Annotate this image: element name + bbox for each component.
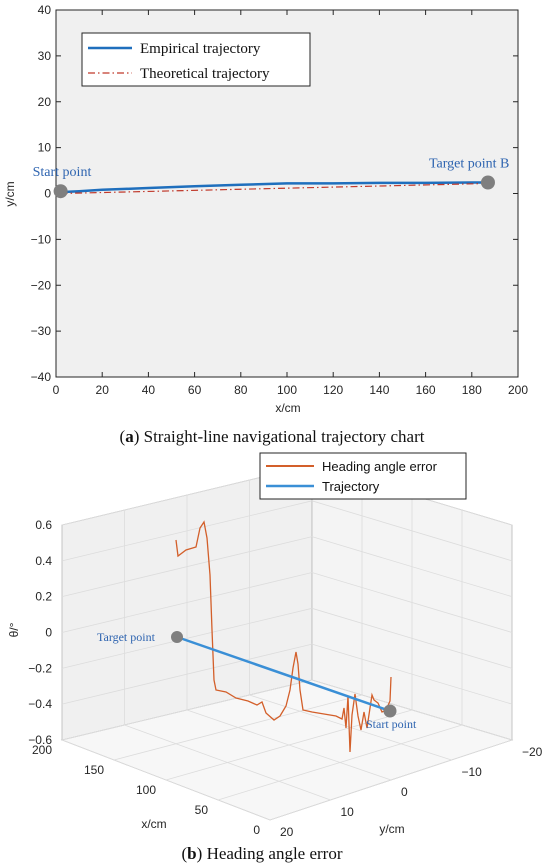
x-tick-label: 200	[508, 383, 528, 397]
marker-target-point	[171, 631, 183, 643]
z-grid-line	[61, 643, 513, 705]
marker-start-point-b	[383, 704, 397, 718]
x-tick-label-b: 0	[253, 823, 260, 837]
x-tick-label: 80	[234, 383, 248, 397]
annotations-a: Start point Target point B	[33, 156, 509, 199]
caption-b: (b) Heading angle error	[182, 844, 343, 863]
caption-a: (a) Straight-line navigational trajector…	[120, 427, 425, 446]
y-tick-label-b: 10	[341, 805, 355, 819]
z-tick-label: 0.4	[35, 554, 52, 568]
x-tick-label: 120	[323, 383, 343, 397]
legend-a: Empirical trajectory Theoretical traject…	[81, 32, 311, 87]
x-ticks-b: 0 50 100 150 200	[32, 743, 260, 837]
y-tick-label-b: −10	[462, 765, 483, 779]
y-tick-label: 40	[38, 3, 52, 17]
legend-b: Heading angle error Trajectory	[259, 452, 467, 500]
y-tick-label-b: −20	[522, 745, 543, 759]
y-tick-label-b: 0	[401, 785, 408, 799]
label-target-point-b: Target point B	[429, 156, 509, 171]
z-tick-label: 0	[45, 626, 52, 640]
y-grid-line	[124, 724, 331, 801]
z-tick-label: −0.4	[28, 697, 52, 711]
y-axis-label-b: y/cm	[379, 822, 404, 836]
x-tick-label-b: 200	[32, 743, 52, 757]
legend-label-theoretical: Theoretical trajectory	[140, 66, 270, 82]
x-tick-label-b: 50	[195, 803, 209, 817]
y-tick-label: −40	[31, 370, 52, 384]
y-tick-label-b: 20	[280, 825, 294, 839]
z-grid-line	[61, 607, 513, 669]
y-tick-label: 20	[38, 95, 52, 109]
series-empirical-trajectory	[60, 181, 491, 194]
x-tick-label-b: 150	[84, 763, 104, 777]
x-axis-label-b: x/cm	[141, 817, 166, 831]
z-tick-label: 0.6	[35, 518, 52, 532]
marker-start-point	[53, 184, 68, 199]
z-grid-line	[61, 500, 513, 562]
caption-letter-b: b	[187, 844, 196, 863]
y-tick-label: 30	[38, 49, 52, 63]
legend-label-empirical: Empirical trajectory	[140, 41, 261, 57]
caption-text-a: Straight-line navigational trajectory ch…	[144, 427, 425, 446]
legend-box-b	[259, 452, 467, 500]
y-tick-label: 10	[38, 141, 52, 155]
x-tick-label: 140	[369, 383, 389, 397]
x-axis-label-a: x/cm	[275, 401, 300, 415]
x-ticks-a: 0 20 40 60 80 100 120 140 160 180 200	[53, 10, 528, 397]
y-axis-label-a: y/cm	[3, 181, 17, 206]
x-tick-label: 100	[277, 383, 297, 397]
y-tick-label: 0	[44, 187, 51, 201]
y-grid-line	[61, 739, 271, 821]
series-trajectory	[176, 635, 391, 713]
series-group-a	[60, 181, 491, 195]
z-tick-label: −0.6	[28, 733, 52, 747]
y-tick-label: −10	[31, 232, 52, 246]
z-tick-label: 0.2	[35, 590, 52, 604]
z-ticks-b: 0.6 0.4 0.2 0 −0.2 −0.4 −0.6	[28, 518, 52, 747]
x-tick-label: 40	[142, 383, 156, 397]
y-grid-line	[249, 694, 452, 761]
y-grid-line	[186, 709, 392, 781]
z-grid-line	[61, 572, 513, 633]
chart-b: Target point Start point 0.6 0.4 0.2 0 −0.2 −…	[7, 452, 543, 863]
series-heading-angle-error	[175, 520, 392, 753]
label-target-point: Target point	[97, 630, 156, 644]
legend-box-a	[81, 32, 311, 87]
legend-label-heading: Heading angle error	[322, 459, 438, 474]
x-tick-label: 20	[96, 383, 110, 397]
marker-target-point-b	[480, 175, 495, 190]
label-start-point-b: Start point	[366, 717, 417, 731]
y-tick-label: −20	[31, 278, 52, 292]
x-tick-label: 160	[416, 383, 436, 397]
series-theoretical-trajectory	[60, 182, 491, 195]
y-ticks-b: 20 10 0 −10 −20	[280, 745, 543, 839]
y-tick-label: −30	[31, 324, 52, 338]
z-axis-label-b: θ/°	[7, 622, 21, 637]
z-tick-label: −0.2	[28, 661, 52, 675]
caption-text-b: Heading angle error	[207, 844, 343, 863]
legend-label-trajectory: Trajectory	[322, 479, 380, 494]
caption-letter-a: a	[125, 427, 134, 446]
x-tick-label: 0	[53, 383, 60, 397]
y-ticks-a: 40 30 20 10 0 −10 −20 −30 −40	[31, 3, 518, 384]
x-tick-label: 180	[462, 383, 482, 397]
x-tick-label: 60	[188, 383, 202, 397]
z-grid-line	[61, 536, 513, 598]
x-tick-label-b: 100	[136, 783, 156, 797]
label-start-point: Start point	[33, 165, 92, 180]
